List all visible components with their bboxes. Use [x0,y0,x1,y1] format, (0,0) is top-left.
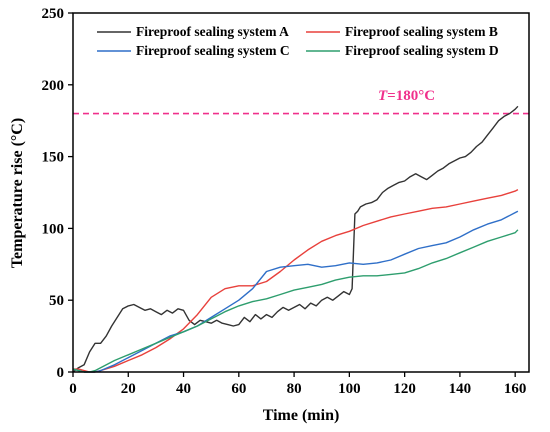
series-line-b [73,188,519,373]
y-tick-label: 50 [49,293,64,309]
y-tick-label: 200 [42,78,65,94]
x-tick-label: 20 [121,381,136,397]
y-tick-label: 100 [42,221,65,237]
x-tick-label: 120 [393,381,416,397]
x-tick-label: 160 [504,381,527,397]
x-tick-label: 40 [176,381,191,397]
y-axis-title: Temperature rise (°C) [9,118,26,268]
series-layer [72,105,519,373]
x-tick-label: 140 [449,381,472,397]
legend-label: Fireproof sealing system C [136,43,290,58]
x-tick-label: 60 [231,381,246,397]
y-tick-label: 0 [57,365,65,381]
y-axis-ticks: 0 50 100 150 200 250 [42,6,73,381]
legend-label: Fireproof sealing system B [345,24,498,39]
y-tick-label: 250 [42,6,65,22]
x-tick-label: 80 [287,381,302,397]
legend-label: Fireproof sealing system D [345,43,499,58]
series-line-a [72,105,519,373]
x-tick-label: 0 [69,381,77,397]
series-line-c [72,210,519,373]
legend: Fireproof sealing system A Fireproof seal… [97,24,499,58]
legend-label: Fireproof sealing system A [136,24,289,39]
x-axis-ticks: 0 20 40 60 80 100 120 140 160 [69,372,526,397]
x-tick-label: 100 [338,381,361,397]
y-tick-label: 150 [42,150,65,166]
plot-frame [72,12,530,373]
threshold-label-variable: T [378,88,388,104]
series-line-d [72,229,519,373]
threshold-label: T=180°C [378,88,435,104]
threshold-label-value: =180°C [387,88,435,104]
x-axis-title: Time (min) [263,407,340,424]
